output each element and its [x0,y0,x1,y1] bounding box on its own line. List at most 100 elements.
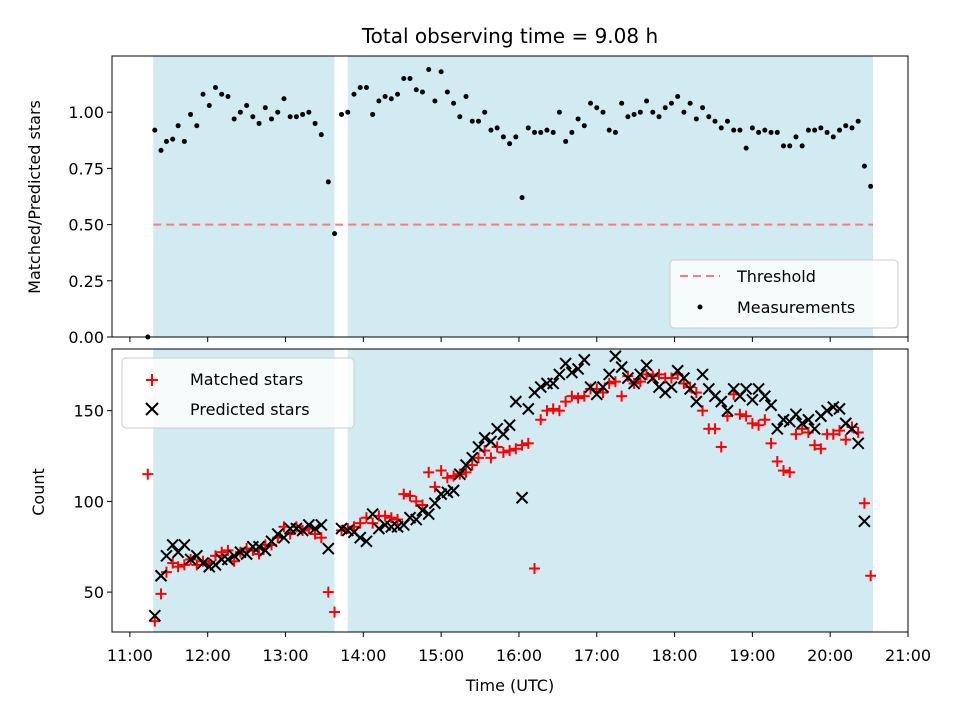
matched-star-point [759,414,771,426]
measurement-point [463,93,469,99]
matched-star-point [222,544,234,556]
predicted-star-point [354,531,367,544]
measurement-point [600,109,606,115]
measurement-point [188,111,194,117]
predicted-star-point [715,395,728,408]
measurement-point [637,109,643,115]
legend-measurements-label: Measurements [737,298,855,317]
predicted-star-point [683,382,697,396]
measurement-point [444,89,450,95]
measurement-point [281,96,287,102]
measurement-point [287,114,293,120]
matched-star-point [547,403,559,415]
matched-star-point [423,466,435,478]
matched-star-point [746,417,758,429]
predicted-star-point [565,366,579,379]
legend-predicted-label: Predicted stars [190,400,310,419]
predicted-star-point [416,504,429,517]
measurement-point [419,89,425,95]
measurement-point [457,114,463,120]
matched-star-point [379,510,391,522]
matched-star-point [398,488,410,500]
predicted-star-point [447,484,460,497]
measurement-point [687,100,693,106]
predicted-star-point [322,542,335,555]
predicted-star-point [428,496,442,510]
predicted-star-point [808,422,821,436]
matched-star-point [155,588,167,600]
measurement-point [693,116,699,122]
predicted-star-point [802,413,815,426]
legend-matched-swatch [146,374,158,386]
measurement-point [756,129,762,135]
predicted-star-point [509,395,523,408]
measurement-point [426,66,432,72]
predicted-star-point [858,515,871,528]
measurement-point [395,91,401,97]
ratio-x-ticks [129,337,909,342]
predicted-star-point [627,377,641,390]
predicted-star-point [795,417,809,430]
measurement-point [656,114,662,120]
measurement-point [594,105,600,111]
measurement-point [668,100,674,106]
y-tick-label: 0.25 [68,272,104,291]
y-tick-label: 0.50 [68,216,104,235]
measurement-point [163,138,169,144]
predicted-star-point [184,553,197,566]
predicted-star-point [789,408,803,421]
measurement-point [706,114,712,120]
x-axis-label: Time (UTC) [465,676,554,695]
matched-star-point [160,566,172,578]
matched-star-point [197,555,209,567]
ratio-y-ticks: 0.00 0.25 0.50 0.75 1.00 [68,103,112,347]
measurement-point [743,145,749,151]
legend-measurements-swatch [697,304,703,310]
matched-star-point [784,466,796,478]
x-tick-label: 12:00 [185,646,231,665]
measurement-point [532,129,538,135]
measurement-point [849,125,855,131]
x-tick-label: 17:00 [574,646,620,665]
measurement-point [250,114,256,120]
measurement-point [401,75,407,81]
measurement-point [475,118,481,124]
predicted-star-point [227,549,241,563]
matched-star-point [142,468,154,480]
measurement-point [550,129,556,135]
predicted-star-point [154,569,168,582]
predicted-star-point [553,368,566,381]
measurement-point [824,129,830,135]
measurement-point [194,123,200,129]
matched-star-point [765,437,777,449]
matched-star-point [609,376,621,388]
predicted-star-point [559,357,572,370]
count-axes-frame [111,348,909,633]
predicted-star-point [771,422,784,436]
predicted-star-point [148,609,162,622]
predicted-star-point [453,467,467,481]
measurement-point [237,109,243,115]
matched-star-point [392,514,404,526]
measurement-point [631,111,637,117]
matched-star-point [149,615,161,627]
measurement-point [219,91,225,97]
matched-star-point [466,459,478,471]
measurement-point [339,111,345,117]
legend-matched-label: Matched stars [190,370,303,389]
matched-star-point [315,532,327,544]
measurement-point [818,125,824,131]
predicted-star-point [721,404,734,417]
measurement-point [612,129,618,135]
measurement-point [345,109,351,115]
measurement-point [351,91,357,97]
measurement-point [787,143,793,149]
x-tick-label: 15:00 [418,646,464,665]
matched-star-point [491,441,503,453]
measurement-point [731,127,737,133]
measurement-point [158,147,164,153]
predicted-star-point [259,544,272,557]
count-y-ticks: 50 100 150 [73,402,112,602]
matched-star-point [329,606,341,618]
